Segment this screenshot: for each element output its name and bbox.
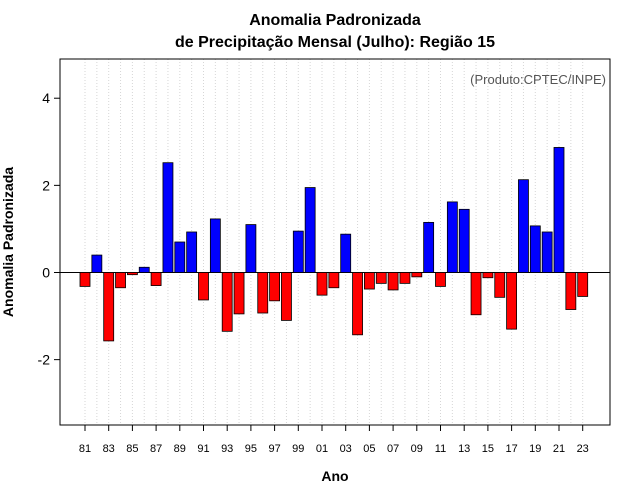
bar-23 (577, 272, 589, 297)
bar-00 (304, 187, 316, 273)
x-tick-label-13: 13 (458, 443, 470, 455)
x-tick-label-05: 05 (363, 443, 375, 455)
bar-17 (506, 272, 518, 330)
bar-90 (186, 231, 198, 273)
x-tick-label-81: 81 (79, 443, 91, 455)
bars-layer (79, 147, 589, 342)
bar-97 (269, 272, 281, 302)
x-tick-label-01: 01 (316, 443, 328, 455)
bar-21 (553, 147, 565, 273)
bar-07 (387, 272, 399, 291)
x-tick-label-99: 99 (292, 443, 304, 455)
bar-85 (127, 272, 138, 276)
bar-16 (494, 272, 506, 298)
x-tick-label-11: 11 (435, 443, 446, 455)
x-tick-label-93: 93 (221, 443, 233, 455)
bar-08 (399, 272, 411, 284)
bar-88 (162, 162, 174, 273)
bar-98 (281, 272, 292, 321)
chart-title-line1: Anomalia Padronizada (249, 12, 421, 29)
x-tick-label-21: 21 (553, 443, 565, 455)
bar-11 (435, 272, 446, 287)
bar-84 (115, 272, 126, 289)
bar-83 (103, 272, 115, 342)
x-tick-label-85: 85 (126, 443, 138, 455)
bar-09 (411, 272, 423, 278)
bar-22 (565, 272, 577, 310)
bar-96 (257, 272, 269, 314)
bar-92 (209, 218, 221, 273)
bar-87 (150, 272, 162, 286)
y-tick-label--2: -2 (38, 352, 51, 368)
bar-12 (446, 201, 458, 273)
x-tick-label-03: 03 (340, 443, 352, 455)
x-tick-label-23: 23 (577, 443, 589, 455)
bar-03 (340, 233, 352, 273)
x-tick-label-97: 97 (268, 443, 280, 455)
y-tick-label-4: 4 (42, 90, 50, 106)
x-axis: 81 83 85 87 89 91 93 95 97 99 01 03 05 07 09 11 13 15 17 19… (79, 425, 589, 455)
bar-82 (91, 254, 103, 273)
x-tick-label-83: 83 (103, 443, 115, 455)
bar-13 (458, 208, 470, 273)
bar-01 (316, 272, 328, 296)
x-tick-label-91: 91 (197, 443, 209, 455)
bar-06 (375, 272, 387, 284)
bar-04 (352, 272, 363, 336)
bar-99 (292, 230, 304, 273)
x-tick-label-15: 15 (482, 443, 494, 455)
x-tick-label-07: 07 (387, 443, 399, 455)
bar-81 (79, 272, 91, 287)
bar-18 (518, 179, 529, 273)
bar-10 (423, 221, 435, 273)
x-tick-label-95: 95 (245, 443, 257, 455)
bar-14 (470, 272, 482, 316)
y-axis-label: Anomalia Padronizada (0, 167, 16, 317)
plot-frame (59, 58, 611, 426)
y-tick-label-0: 0 (42, 265, 50, 281)
bar-05 (363, 272, 375, 290)
bar-15 (482, 272, 494, 279)
bar-19 (529, 225, 541, 273)
chart-title-line2: de Precipitação Mensal (Julho): Região 1… (175, 34, 495, 51)
x-tick-label-87: 87 (150, 443, 162, 455)
grid-layer (84, 59, 584, 425)
bar-91 (198, 272, 209, 301)
source-annotation: (Produto:CPTEC/INPE) (470, 72, 606, 87)
x-tick-label-09: 09 (411, 443, 423, 455)
x-tick-label-89: 89 (174, 443, 186, 455)
x-tick-label-17: 17 (505, 443, 517, 455)
y-axis: -2 0 2 4 (38, 90, 60, 368)
x-axis-label: Ano (321, 468, 348, 484)
x-tick-label-19: 19 (529, 443, 541, 455)
bar-93 (221, 272, 233, 332)
bar-86 (138, 266, 150, 273)
bar-89 (174, 241, 186, 273)
bar-95 (245, 224, 257, 273)
bar-94 (233, 272, 245, 315)
bar-20 (541, 231, 553, 273)
bar-02 (328, 272, 340, 289)
y-tick-label-2: 2 (42, 177, 50, 193)
